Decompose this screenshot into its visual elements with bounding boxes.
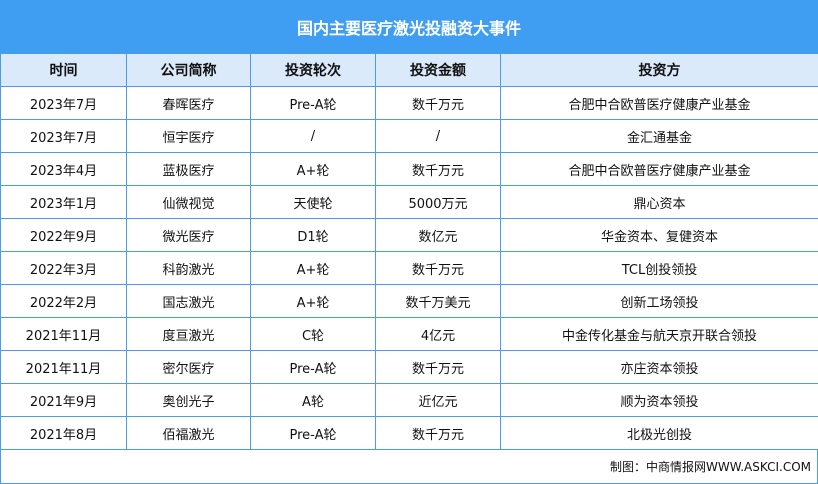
table-cell: 2022年2月 [1,285,127,318]
table-cell: 2022年3月 [1,252,127,285]
table-cell: 5000万元 [376,186,501,219]
table-cell: 合肥中合欧普医疗健康产业基金 [501,153,818,186]
table-cell: 仙微视觉 [127,186,251,219]
table-cell: 华金资本、复健资本 [501,219,818,252]
table-cell: D1轮 [251,219,376,252]
table-cell: A+轮 [251,252,376,285]
table-cell: 数千万元 [376,417,501,450]
table-cell: 创新工场领投 [501,285,818,318]
table-cell: 4亿元 [376,318,501,351]
table-cell: 科韵激光 [127,252,251,285]
table-cell: 2021年8月 [1,417,127,450]
table-cell: 恒宇医疗 [127,120,251,153]
table-cell: 2023年4月 [1,153,127,186]
table-cell: 天使轮 [251,186,376,219]
table-cell: A+轮 [251,285,376,318]
table-cell: 中金传化基金与航天京开联合领投 [501,318,818,351]
table-cell: 数千万元 [376,87,501,120]
table-cell: 鼎心资本 [501,186,818,219]
table-cell: A轮 [251,384,376,417]
table-cell: 2023年1月 [1,186,127,219]
column-header: 时间 [1,54,127,87]
table-cell: / [251,120,376,153]
table-cell: 数千万元 [376,351,501,384]
column-header: 投资轮次 [251,54,376,87]
table-cell: 近亿元 [376,384,501,417]
source-credit: 制图：中商情报网WWW.ASKCI.COM [0,450,818,484]
table-cell: TCL创投领投 [501,252,818,285]
header-row: 时间公司简称投资轮次投资金额投资方 [1,54,818,87]
table-cell: 2022年9月 [1,219,127,252]
table-cell: 数千万元 [376,153,501,186]
table-cell: Pre-A轮 [251,351,376,384]
table-cell: 顺为资本领投 [501,384,818,417]
table-cell: 2021年9月 [1,384,127,417]
table-cell: C轮 [251,318,376,351]
column-header: 投资方 [501,54,818,87]
table-cell: 北极光创投 [501,417,818,450]
table-cell: 国志激光 [127,285,251,318]
column-header: 公司简称 [127,54,251,87]
table-cell: 奥创光子 [127,384,251,417]
table-cell: 数亿元 [376,219,501,252]
table-cell: 数千万元 [376,252,501,285]
table-cell: 2023年7月 [1,87,127,120]
table-cell: 春晖医疗 [127,87,251,120]
table-cell: 2021年11月 [1,318,127,351]
table-cell: 蓝极医疗 [127,153,251,186]
table-cell: 数千万美元 [376,285,501,318]
table-cell: Pre-A轮 [251,417,376,450]
table-cell: 度亘激光 [127,318,251,351]
table-cell: 佰福激光 [127,417,251,450]
table-cell: 2021年11月 [1,351,127,384]
table-cell: / [376,120,501,153]
table-cell: A+轮 [251,153,376,186]
table-cell: 金汇通基金 [501,120,818,153]
column-header: 投资金额 [376,54,501,87]
table-cell: 2023年7月 [1,120,127,153]
table-cell: 亦庄资本领投 [501,351,818,384]
table-title: 国内主要医疗激光投融资大事件 [0,0,818,53]
table-cell: 密尔医疗 [127,351,251,384]
table-row: 2023年7月恒宇医疗//金汇通基金 [1,120,818,153]
table-cell: Pre-A轮 [251,87,376,120]
table-cell: 微光医疗 [127,219,251,252]
table-cell: 合肥中合欧普医疗健康产业基金 [501,87,818,120]
